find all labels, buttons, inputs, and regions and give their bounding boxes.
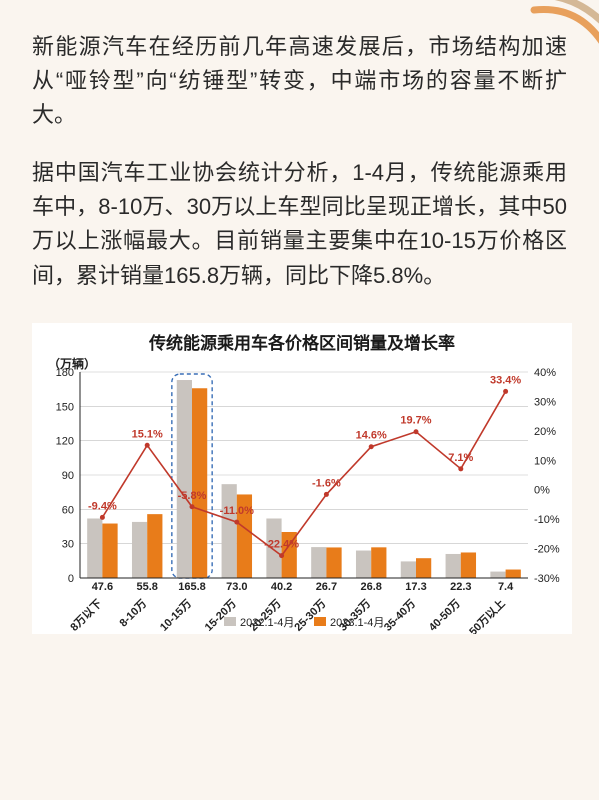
paragraph-2: 据中国汽车工业协会统计分析，1-4月，传统能源乘用车中，8-10万、30万以上车…: [32, 156, 567, 292]
svg-text:26.8: 26.8: [360, 581, 381, 593]
decorative-arc: [519, 0, 599, 50]
svg-text:8万以下: 8万以下: [68, 597, 105, 634]
svg-text:20%: 20%: [534, 426, 556, 438]
svg-text:22.3: 22.3: [450, 581, 471, 593]
svg-text:25-30万: 25-30万: [292, 597, 329, 634]
svg-text:40.2: 40.2: [271, 581, 292, 593]
svg-text:-10%: -10%: [534, 514, 560, 526]
svg-text:-20%: -20%: [534, 543, 560, 555]
chart-title: 传统能源乘用车各价格区间销量及增长率: [32, 323, 572, 354]
svg-text:55.8: 55.8: [136, 581, 157, 593]
chart-container: 传统能源乘用车各价格区间销量及增长率 （万辆）03060901201501804…: [32, 323, 572, 634]
svg-text:90: 90: [62, 470, 74, 482]
svg-text:17.3: 17.3: [405, 581, 426, 593]
svg-text:180: 180: [56, 367, 74, 379]
svg-text:2022.1-4月: 2022.1-4月: [240, 617, 294, 629]
svg-text:15.1%: 15.1%: [132, 428, 163, 440]
svg-text:40%: 40%: [534, 367, 556, 379]
svg-text:47.6: 47.6: [92, 581, 113, 593]
svg-text:120: 120: [56, 435, 74, 447]
svg-text:10%: 10%: [534, 455, 556, 467]
chart-svg: （万辆）030609012015018040%30%20%10%0%-10%-2…: [32, 354, 572, 634]
svg-text:-11.0%: -11.0%: [220, 505, 254, 517]
svg-text:10-15万: 10-15万: [157, 597, 194, 634]
svg-text:8-10万: 8-10万: [117, 597, 150, 630]
svg-text:73.0: 73.0: [226, 581, 247, 593]
svg-text:-22.4%: -22.4%: [264, 538, 299, 550]
svg-text:50万以上: 50万以上: [466, 596, 508, 634]
svg-text:19.7%: 19.7%: [400, 414, 431, 426]
svg-text:165.8: 165.8: [178, 581, 206, 593]
svg-text:14.6%: 14.6%: [356, 429, 387, 441]
svg-text:40-50万: 40-50万: [426, 597, 463, 634]
svg-text:0: 0: [68, 573, 74, 585]
svg-text:7.4: 7.4: [498, 581, 514, 593]
svg-text:-5.8%: -5.8%: [178, 489, 207, 501]
svg-text:15-20万: 15-20万: [202, 597, 239, 634]
article-body: 新能源汽车在经历前几年高速发展后，市场结构加速从“哑铃型”向“纺锤型”转变，中端…: [0, 0, 599, 634]
svg-text:2023.1-4月: 2023.1-4月: [330, 617, 384, 629]
svg-text:35-40万: 35-40万: [381, 597, 418, 634]
svg-text:0%: 0%: [534, 484, 550, 496]
svg-text:-30%: -30%: [534, 573, 560, 585]
svg-text:33.4%: 33.4%: [490, 374, 521, 386]
paragraph-1: 新能源汽车在经历前几年高速发展后，市场结构加速从“哑铃型”向“纺锤型”转变，中端…: [32, 30, 567, 132]
svg-text:150: 150: [56, 401, 74, 413]
svg-text:30%: 30%: [534, 396, 556, 408]
svg-text:30: 30: [62, 538, 74, 550]
svg-text:60: 60: [62, 504, 74, 516]
svg-text:26.7: 26.7: [316, 581, 337, 593]
chart-area: （万辆）030609012015018040%30%20%10%0%-10%-2…: [32, 354, 572, 634]
